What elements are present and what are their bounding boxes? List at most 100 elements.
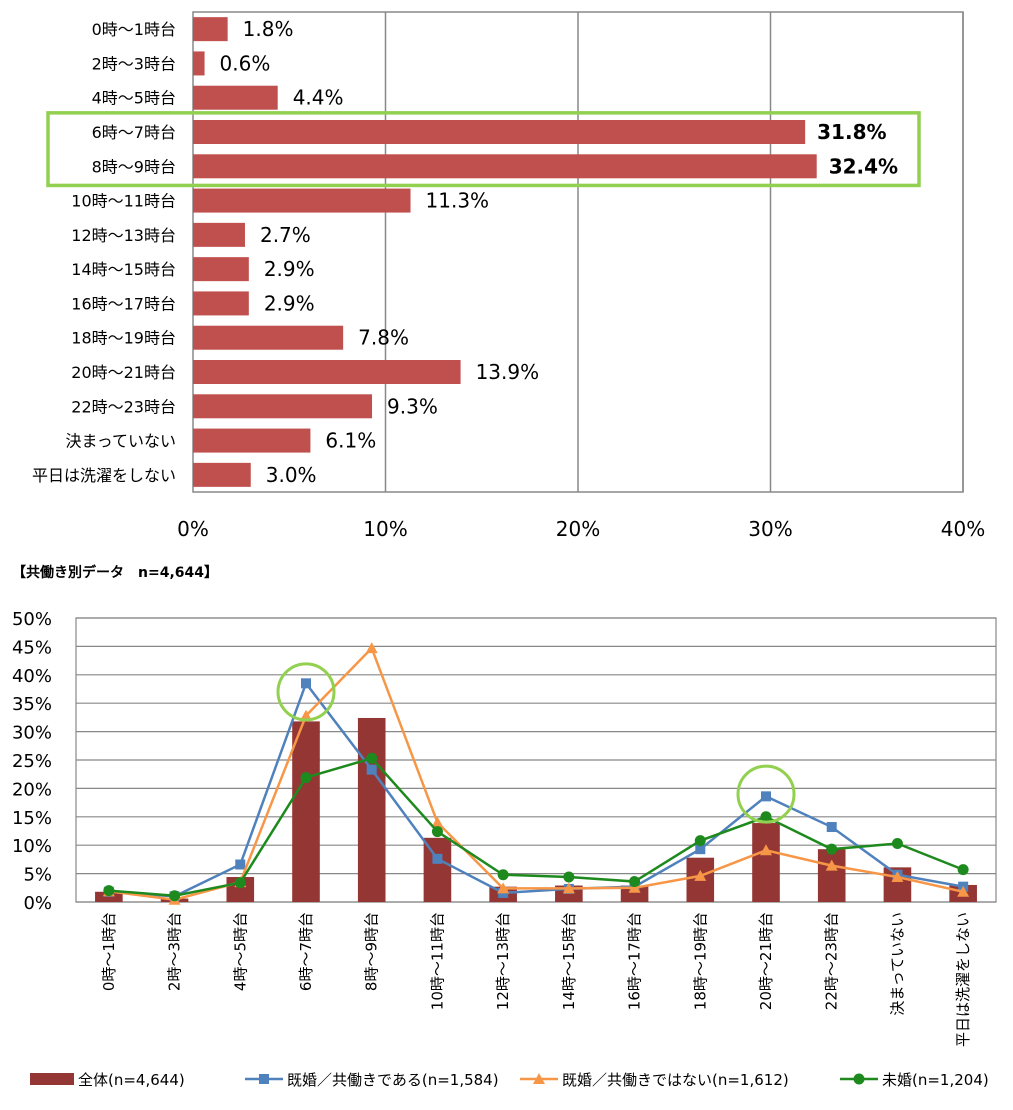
series-point [826,843,838,855]
y-tick-label: 30% [12,723,52,744]
data-label: 2.7% [260,223,311,247]
series-point [562,882,575,894]
y-tick-label: 10% [12,836,52,857]
category-label: 10時～11時台 [71,192,176,211]
series-point [957,885,970,897]
series-point [694,835,706,847]
bar [193,394,373,419]
bar [193,222,245,247]
legend-label: 未婚(n=1,204) [882,1071,989,1089]
category-label: 決まっていない [888,912,906,1016]
bar [95,891,123,902]
category-label: 18時～19時台 [71,329,176,348]
series-point [826,822,837,833]
category-label: 平日は洗濯をしない [954,912,972,1047]
chart2-subtitle: 【共働き別データ n=4,644】 [12,565,218,581]
category-label: 0時～1時台 [92,20,176,39]
data-label: 2.9% [264,291,315,315]
bar [620,885,649,902]
category-label: 14時～15時台 [560,912,578,1010]
y-tick-label: 50% [12,609,52,630]
category-label: 22時～23時台 [823,912,841,1010]
series-point [957,864,969,876]
data-label: 2.9% [264,257,315,281]
bar [817,849,846,902]
category-label: 2時～3時台 [166,912,184,991]
x-tick-label: 40% [941,517,985,541]
legend-label: 既婚／共働きではない(n=1,612) [562,1071,789,1089]
x-tick-label: 0% [177,517,209,541]
x-tick-label: 10% [363,517,407,541]
data-label: 3.0% [266,463,317,487]
bar [193,462,251,487]
category-label: 2時～3時台 [92,54,176,73]
category-label: 18時～19時台 [691,912,709,1010]
category-label: 8時～9時台 [92,157,176,176]
bar [193,120,806,144]
legend-marker [259,1074,269,1084]
data-label: 13.9% [476,360,540,384]
series-line [108,645,964,901]
category-label: 20時～21時台 [757,912,775,1010]
highlight-box [46,111,921,188]
series-point [891,837,903,849]
category-label: 決まっていない [65,432,176,451]
category-label: 22時～23時台 [71,397,176,416]
plot-frame [192,11,964,493]
series-point [103,885,115,897]
y-tick-label: 20% [12,779,52,800]
y-tick-label: 45% [12,637,52,658]
series-point [235,859,246,870]
bar [193,291,249,316]
bar [193,17,228,42]
y-tick-label: 40% [12,666,52,687]
category-label: 平日は洗濯をしない [32,466,176,485]
category-label: 4時～5時台 [231,912,249,991]
data-label: 0.6% [220,51,271,75]
series-line [108,680,964,898]
series-point [366,764,377,775]
data-label: 9.3% [387,394,438,418]
data-label: 1.8% [243,17,294,41]
category-label: 4時～5時台 [92,89,176,108]
series-point [300,772,312,784]
series-point [761,791,771,802]
highlight-circle [736,764,796,824]
series-point [301,678,311,689]
bar [193,85,278,110]
category-label: 14時～15時台 [71,260,176,279]
series-point [497,882,510,894]
category-label: 12時～13時台 [71,226,176,245]
bar [193,360,461,384]
data-label: 11.3% [426,189,490,213]
legend-label: 既婚／共働きである(n=1,584) [287,1071,499,1089]
data-label: 31.8% [817,120,886,144]
y-tick-label: 25% [12,751,52,772]
bar [357,717,386,902]
bar [193,51,205,76]
category-label: 6時～7時台 [297,912,315,991]
series-point [169,890,181,902]
category-label: 8時～9時台 [363,912,381,991]
data-label: 6.1% [325,429,376,453]
bar [423,837,452,902]
series-point [695,844,706,855]
bar [193,325,344,350]
y-tick-label: 35% [12,694,52,715]
x-tick-label: 30% [748,517,792,541]
plot-frame [75,617,997,903]
category-label: 20時～21時台 [71,363,176,382]
data-label: 4.4% [293,86,344,110]
category-label: 6時～7時台 [92,123,176,142]
series-point [365,642,378,654]
bar [193,154,817,179]
series-point [825,859,838,871]
series-point [431,826,443,838]
bar [292,721,320,902]
category-label: 16時～17時台 [626,912,644,1010]
series-point [432,853,443,864]
series-point [234,877,246,889]
legend-label: 全体(n=4,644) [78,1071,185,1089]
bar [752,823,780,902]
bar [193,428,311,453]
